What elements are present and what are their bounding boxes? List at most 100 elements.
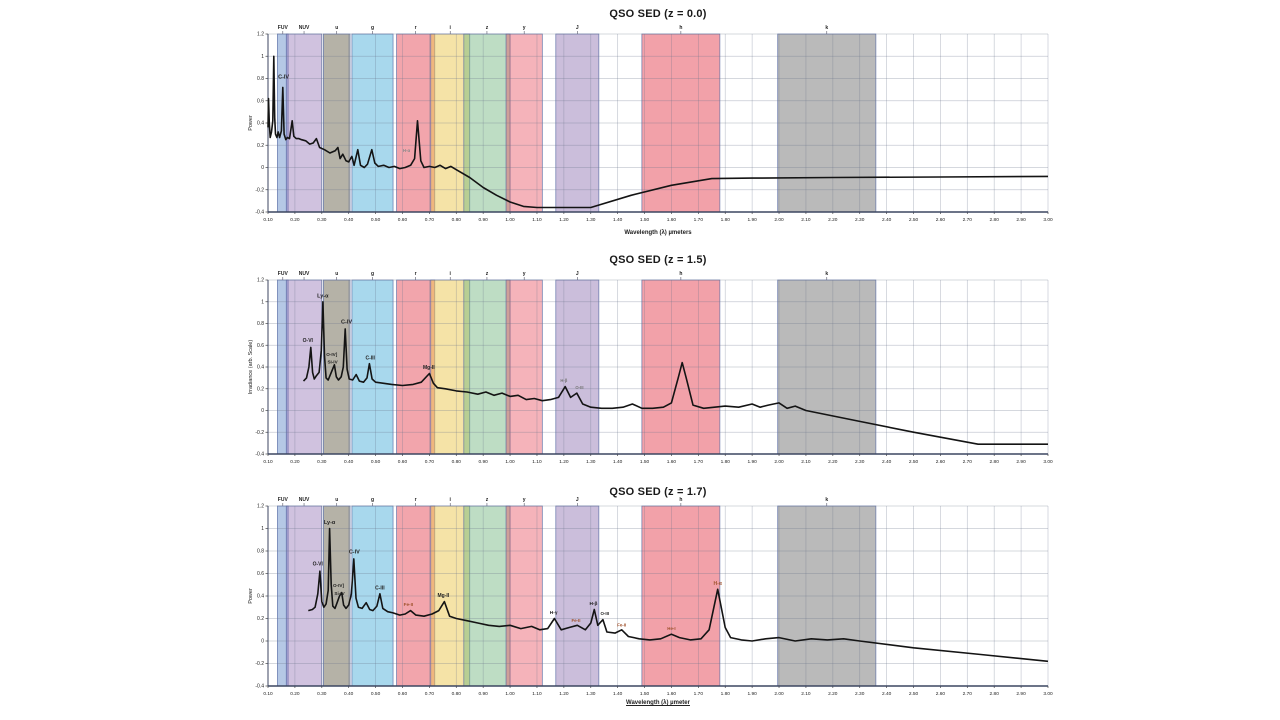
svg-text:C-IV: C-IV (349, 549, 360, 555)
svg-text:H-α: H-α (714, 581, 723, 587)
svg-text:1.90: 1.90 (747, 217, 757, 223)
svg-text:3.00: 3.00 (1043, 217, 1053, 223)
svg-text:J: J (576, 271, 579, 277)
svg-text:J: J (576, 497, 579, 503)
svg-text:h: h (679, 271, 682, 277)
svg-text:0.6: 0.6 (257, 571, 264, 577)
chart-title-z0.0: QSO SED (z = 0.0) (609, 8, 707, 20)
svg-text:0.10: 0.10 (263, 691, 273, 697)
svg-text:1.50: 1.50 (640, 459, 650, 465)
svg-text:O-VI: O-VI (303, 338, 314, 344)
svg-text:1.30: 1.30 (586, 217, 596, 223)
svg-text:0.20: 0.20 (290, 459, 300, 465)
svg-text:k: k (825, 25, 828, 31)
svg-text:1.80: 1.80 (721, 217, 731, 223)
svg-text:1.90: 1.90 (747, 459, 757, 465)
svg-text:0.20: 0.20 (290, 217, 300, 223)
svg-text:2.20: 2.20 (828, 217, 838, 223)
svg-text:1.70: 1.70 (694, 459, 704, 465)
svg-text:He-I: He-I (667, 626, 675, 631)
svg-text:2.40: 2.40 (882, 459, 892, 465)
svg-text:2.50: 2.50 (909, 459, 919, 465)
svg-text:2.10: 2.10 (801, 691, 811, 697)
svg-text:0.6: 0.6 (257, 98, 264, 104)
svg-text:k: k (825, 271, 828, 277)
svg-text:1: 1 (261, 54, 264, 60)
svg-text:i: i (450, 25, 452, 31)
svg-text:0.90: 0.90 (479, 691, 489, 697)
svg-text:u: u (335, 497, 338, 503)
svg-text:1.70: 1.70 (694, 691, 704, 697)
svg-text:2.90: 2.90 (1016, 691, 1026, 697)
svg-text:1.40: 1.40 (613, 691, 623, 697)
x-axis-label-z0.0: Wavelength (λ) µmeters (624, 230, 692, 236)
svg-text:g: g (371, 271, 374, 277)
svg-text:1.10: 1.10 (532, 217, 542, 223)
svg-text:1.10: 1.10 (532, 459, 542, 465)
svg-text:2.60: 2.60 (936, 691, 946, 697)
svg-text:1.20: 1.20 (559, 217, 569, 223)
svg-text:1.60: 1.60 (667, 691, 677, 697)
svg-text:2.30: 2.30 (855, 459, 865, 465)
svg-text:FUV: FUV (278, 271, 289, 277)
svg-text:1.60: 1.60 (667, 217, 677, 223)
svg-text:0.80: 0.80 (452, 217, 462, 223)
svg-text:0.70: 0.70 (425, 691, 435, 697)
svg-text:y: y (523, 497, 526, 503)
svg-text:NUV: NUV (299, 25, 310, 31)
svg-text:1.00: 1.00 (505, 691, 515, 697)
svg-text:2.70: 2.70 (963, 217, 973, 223)
svg-text:2.00: 2.00 (774, 459, 784, 465)
svg-text:2.80: 2.80 (990, 691, 1000, 697)
svg-text:-0.2: -0.2 (255, 430, 264, 436)
svg-text:1.40: 1.40 (613, 217, 623, 223)
svg-text:O-IV]: O-IV] (326, 352, 337, 357)
chart-panel-z1.5: QSO SED (z = 1.5) Irradiance (arb. Scale… (238, 250, 1068, 482)
svg-text:0.90: 0.90 (479, 217, 489, 223)
svg-text:H-β: H-β (589, 601, 597, 607)
svg-text:2.80: 2.80 (990, 217, 1000, 223)
svg-text:1: 1 (261, 299, 264, 305)
svg-text:J: J (576, 25, 579, 31)
svg-text:0.60: 0.60 (398, 691, 408, 697)
svg-text:2.40: 2.40 (882, 217, 892, 223)
svg-text:1.2: 1.2 (257, 32, 264, 38)
svg-text:0.90: 0.90 (479, 459, 489, 465)
svg-text:2.50: 2.50 (909, 691, 919, 697)
svg-text:1.30: 1.30 (586, 691, 596, 697)
svg-text:-0.4: -0.4 (255, 684, 264, 690)
svg-text:1.40: 1.40 (613, 459, 623, 465)
svg-text:0.50: 0.50 (371, 459, 381, 465)
svg-text:0.4: 0.4 (257, 365, 264, 371)
svg-text:2.60: 2.60 (936, 217, 946, 223)
svg-text:g: g (371, 25, 374, 31)
svg-text:i: i (450, 271, 452, 277)
svg-text:u: u (335, 25, 338, 31)
svg-text:2.60: 2.60 (936, 459, 946, 465)
svg-text:1.20: 1.20 (559, 459, 569, 465)
svg-text:z: z (486, 271, 489, 277)
svg-text:O-IV]: O-IV] (333, 583, 344, 588)
svg-text:1.50: 1.50 (640, 217, 650, 223)
svg-text:1.00: 1.00 (505, 459, 515, 465)
svg-text:-0.2: -0.2 (255, 661, 264, 667)
svg-text:0.70: 0.70 (425, 217, 435, 223)
chart-title-z1.5: QSO SED (z = 1.5) (609, 254, 707, 266)
svg-text:-0.4: -0.4 (255, 452, 264, 458)
svg-text:-0.4: -0.4 (255, 210, 264, 216)
svg-text:O-VI: O-VI (313, 562, 324, 568)
svg-text:H-β: H-β (560, 378, 567, 383)
svg-text:0.30: 0.30 (317, 217, 327, 223)
svg-text:0.40: 0.40 (344, 217, 354, 223)
svg-text:y: y (523, 25, 526, 31)
svg-text:0.30: 0.30 (317, 459, 327, 465)
svg-text:NUV: NUV (299, 271, 310, 277)
svg-text:0.2: 0.2 (257, 616, 264, 622)
svg-text:Fe-II: Fe-II (571, 618, 580, 623)
svg-text:1.50: 1.50 (640, 691, 650, 697)
svg-text:C-IV: C-IV (341, 320, 352, 326)
